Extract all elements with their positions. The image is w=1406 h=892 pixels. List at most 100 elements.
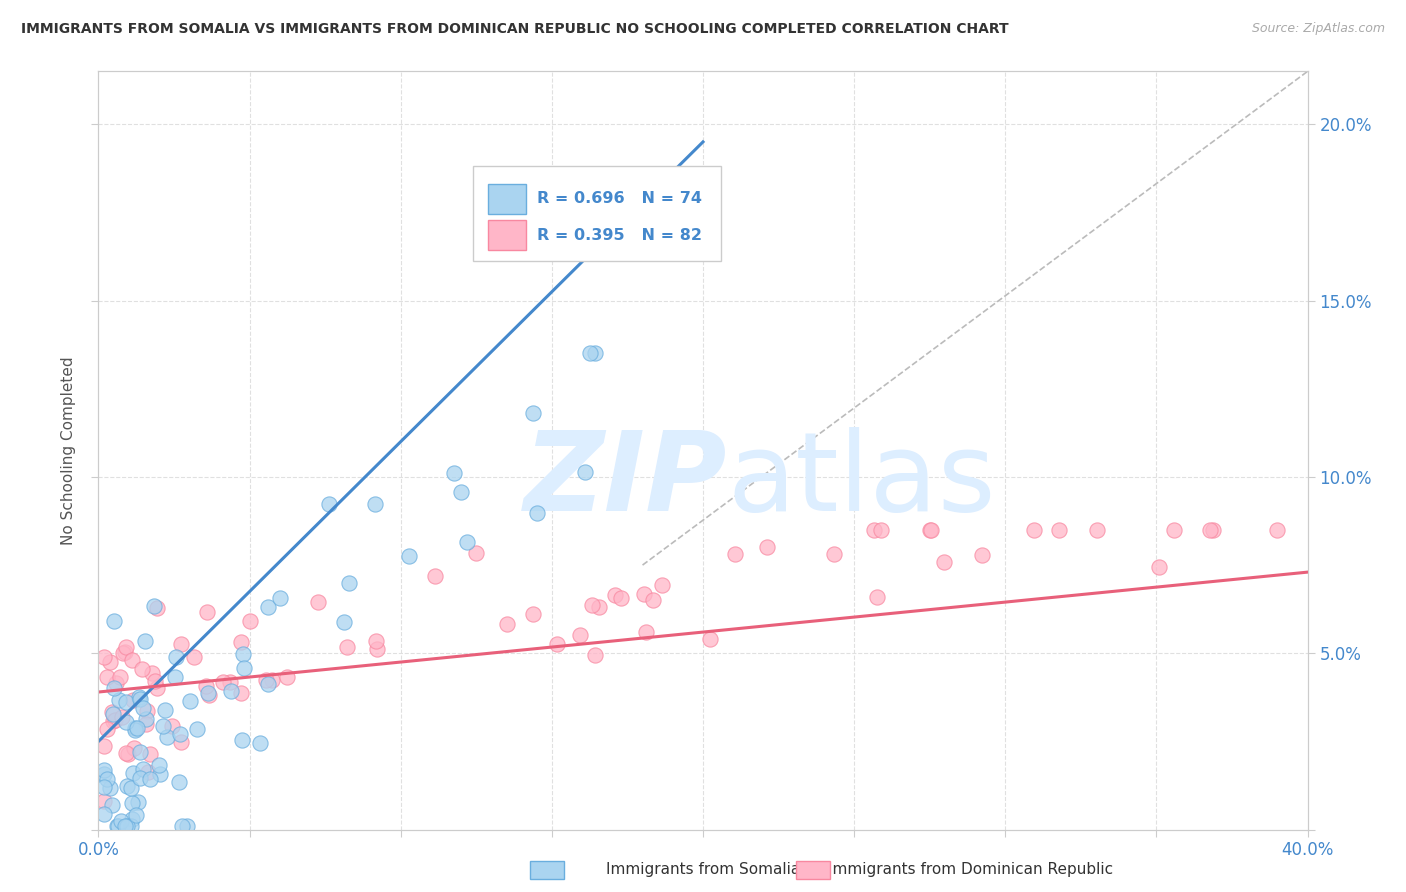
Point — [120, 781, 142, 796]
Point — [256, 677, 278, 691]
Point — [366, 642, 388, 657]
Point — [120, 819, 142, 833]
Point — [139, 747, 162, 761]
Point — [756, 540, 779, 554]
FancyBboxPatch shape — [488, 184, 526, 214]
Point — [254, 673, 277, 688]
Point — [121, 812, 143, 826]
Point — [239, 615, 262, 629]
Point — [124, 723, 146, 737]
Point — [93, 806, 115, 821]
Point — [117, 819, 139, 833]
Point — [135, 704, 157, 718]
Point — [93, 739, 115, 754]
Point — [526, 506, 548, 520]
Point — [249, 736, 271, 750]
Point — [1024, 523, 1046, 537]
Point — [160, 719, 183, 733]
Point — [364, 633, 387, 648]
Point — [101, 798, 124, 813]
Point — [219, 684, 242, 698]
Point — [496, 616, 519, 631]
Point — [105, 676, 128, 690]
Point — [103, 681, 125, 695]
Point — [155, 703, 177, 717]
Point — [134, 633, 156, 648]
Point — [96, 671, 118, 685]
Point — [724, 548, 747, 562]
Point — [231, 732, 253, 747]
Point — [450, 484, 472, 499]
Point — [195, 606, 218, 620]
Point — [145, 674, 167, 689]
Point — [93, 764, 115, 778]
Point — [129, 691, 152, 706]
Point — [231, 686, 253, 700]
Point — [1085, 523, 1108, 537]
Point — [135, 717, 157, 731]
Point — [651, 578, 673, 592]
Point — [823, 548, 845, 562]
Point — [465, 546, 488, 560]
Point — [132, 700, 155, 714]
Text: R = 0.696   N = 74: R = 0.696 N = 74 — [537, 191, 703, 206]
Point — [633, 587, 655, 601]
Point — [307, 595, 329, 609]
Point — [121, 653, 143, 667]
Point — [522, 406, 544, 420]
Point — [101, 705, 124, 719]
Point — [108, 670, 131, 684]
Point — [105, 819, 128, 833]
Point — [643, 592, 665, 607]
Point — [197, 686, 219, 700]
Point — [170, 735, 193, 749]
Point — [186, 722, 208, 736]
Point — [122, 740, 145, 755]
Point — [568, 628, 591, 642]
Point — [145, 601, 167, 615]
Point — [129, 772, 152, 786]
Point — [1202, 523, 1225, 537]
Point — [456, 534, 478, 549]
Point — [115, 640, 138, 654]
Point — [108, 693, 131, 707]
Point — [125, 721, 148, 735]
Point — [148, 757, 170, 772]
Point — [129, 745, 152, 759]
Point — [581, 598, 603, 612]
Point — [121, 693, 143, 707]
FancyBboxPatch shape — [488, 220, 526, 251]
Point — [574, 465, 596, 479]
Point — [117, 747, 139, 761]
Point — [229, 635, 252, 649]
Point — [172, 819, 194, 833]
Point — [156, 730, 179, 744]
Point — [101, 707, 124, 722]
Point — [866, 591, 889, 605]
Point — [583, 648, 606, 662]
Point — [115, 714, 138, 729]
Point — [115, 779, 138, 793]
Point — [176, 819, 198, 833]
Point — [256, 599, 278, 614]
Point — [276, 670, 298, 684]
Point — [132, 762, 155, 776]
Point — [128, 690, 150, 704]
Point — [142, 599, 165, 613]
Point — [141, 665, 163, 680]
Point — [121, 796, 143, 810]
Point — [167, 774, 190, 789]
Point — [127, 795, 149, 809]
Point — [115, 695, 138, 709]
Point — [104, 714, 127, 728]
Point — [197, 688, 219, 702]
Point — [920, 523, 942, 537]
Point — [219, 675, 242, 690]
Point — [934, 555, 956, 569]
Point — [364, 497, 387, 511]
Point — [169, 727, 191, 741]
Y-axis label: No Schooling Completed: No Schooling Completed — [60, 356, 76, 545]
Point — [870, 523, 893, 537]
Text: Source: ZipAtlas.com: Source: ZipAtlas.com — [1251, 22, 1385, 36]
Point — [146, 681, 169, 696]
